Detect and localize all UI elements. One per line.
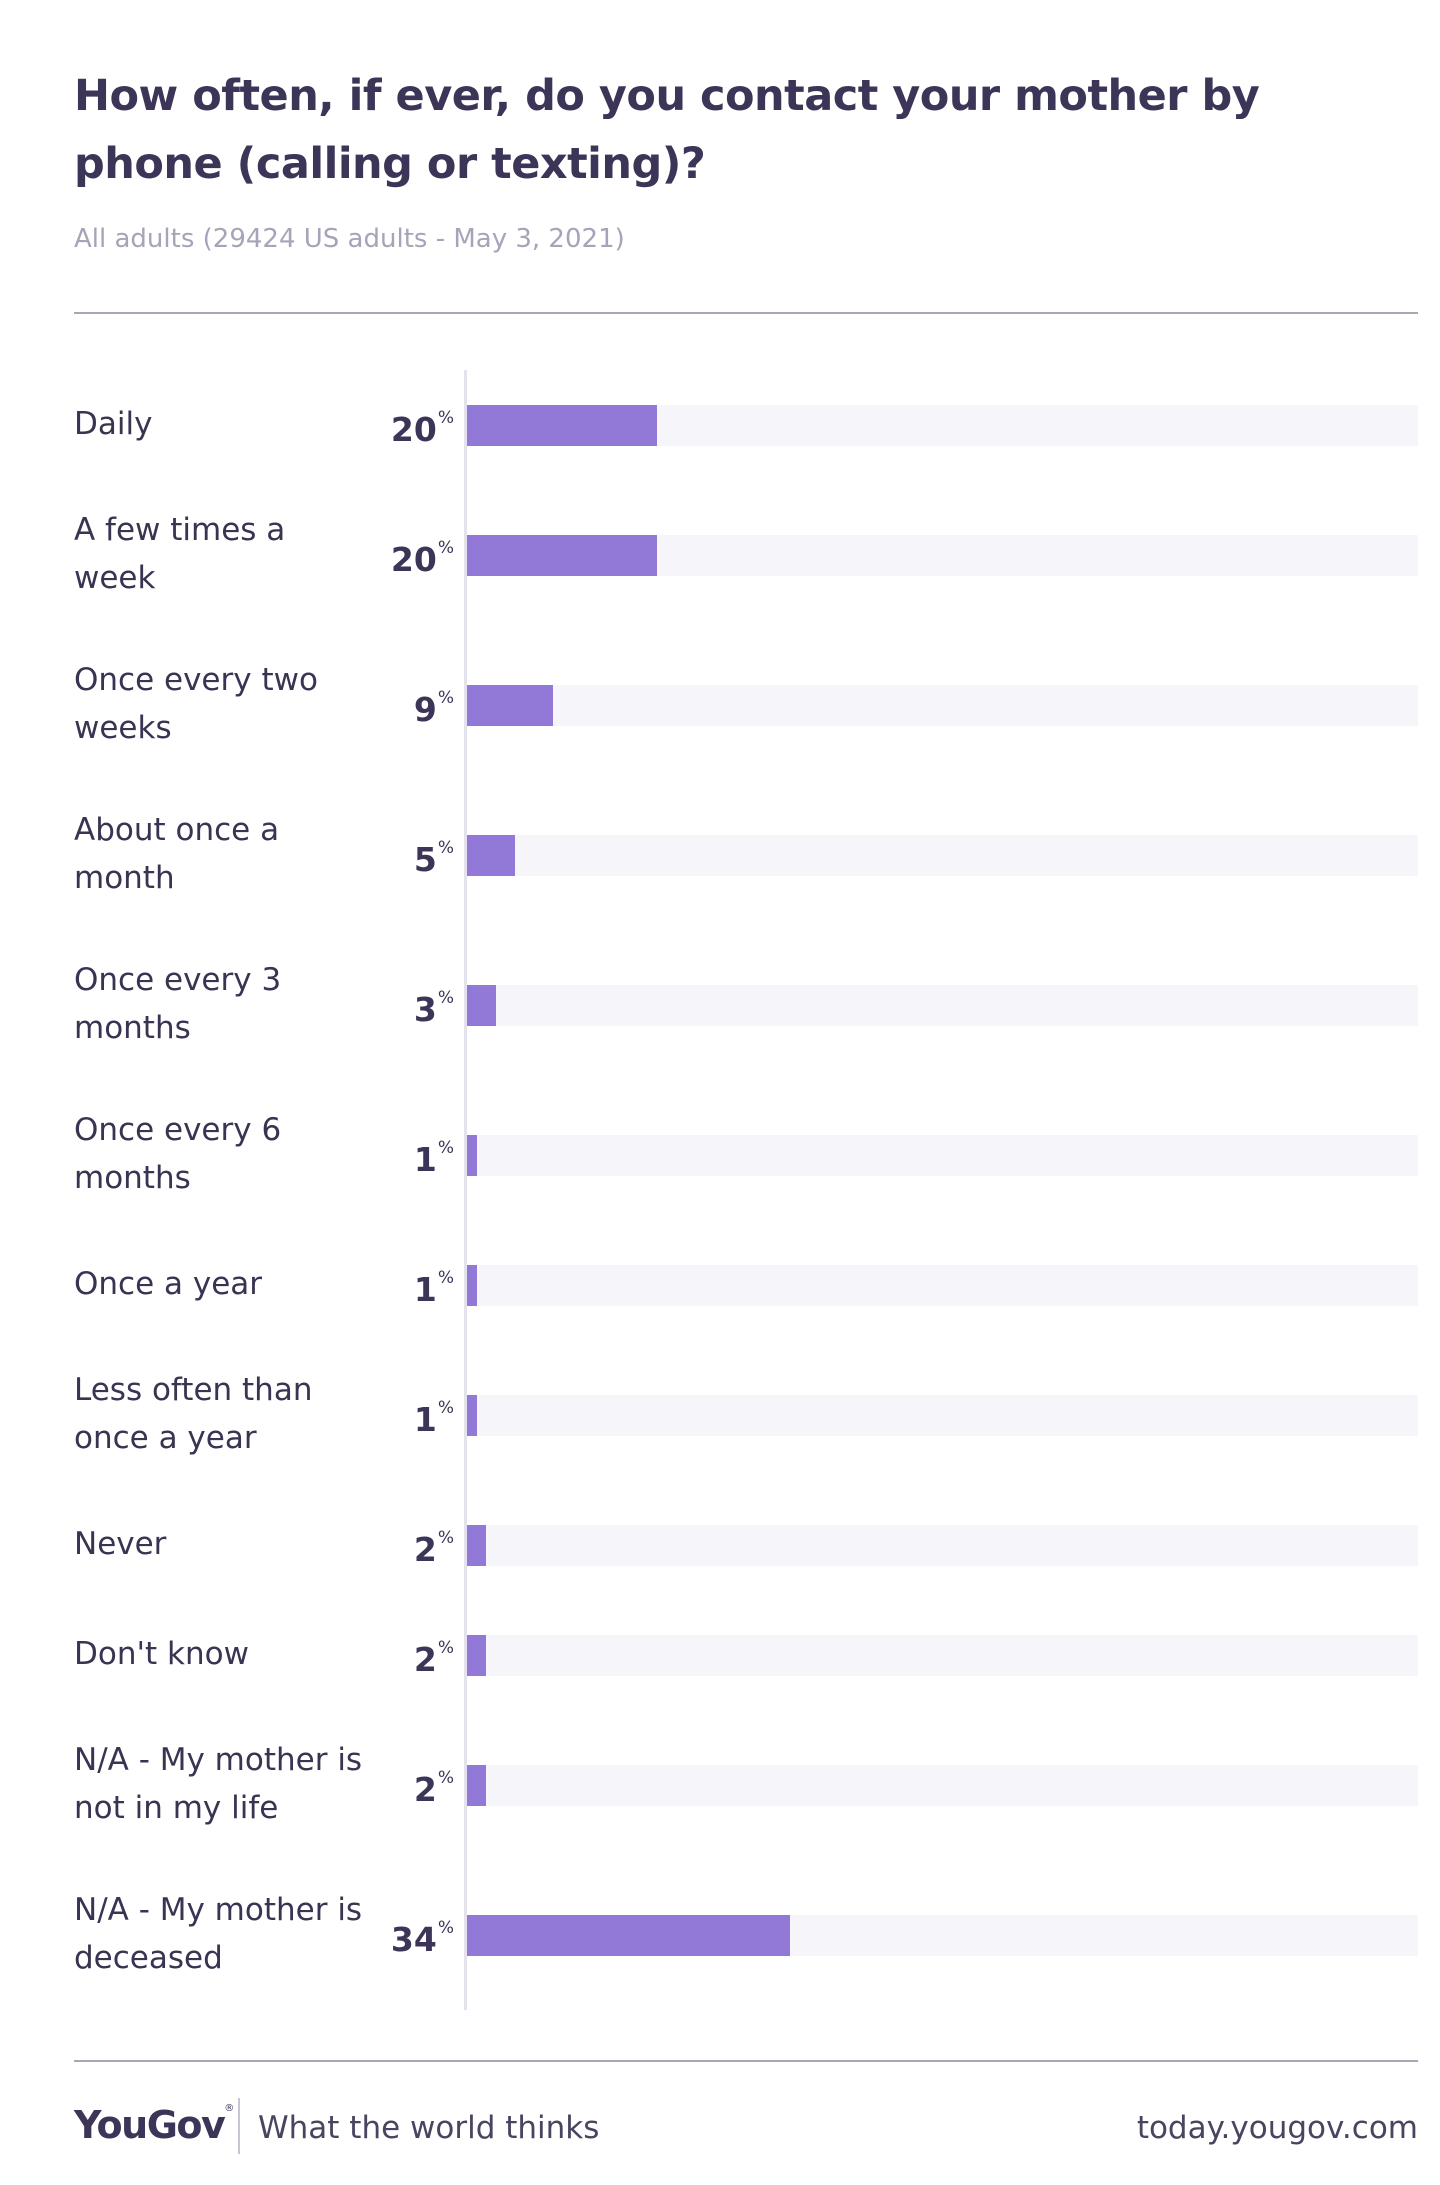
value-unit: % [437, 1398, 454, 1418]
category-label: N/A - My mother is not in my life [74, 1741, 363, 1826]
value-number: 20 [390, 410, 437, 449]
category-label: Once a year [74, 1265, 263, 1302]
value-label: 5% [413, 838, 454, 879]
bar [467, 405, 657, 446]
category-label: Once every 6 months [74, 1111, 282, 1196]
category-label: A few times a week [74, 511, 286, 596]
category-label: Once every two weeks [74, 661, 318, 746]
category-label: Less often than once a year [74, 1371, 313, 1456]
bar [467, 685, 553, 726]
bar-track [467, 1635, 1418, 1676]
bar-track [467, 535, 1418, 576]
category-label: Daily [74, 405, 153, 442]
brand-text: YouGov [74, 2103, 226, 2147]
value-label: 34% [390, 1918, 454, 1959]
bar [467, 1915, 790, 1956]
value-number: 3 [413, 990, 437, 1029]
footer-url-link[interactable]: today.yougov.com [1136, 2110, 1418, 2146]
bar-track [467, 1135, 1418, 1176]
footer-tagline: What the world thinks [258, 2110, 600, 2146]
footer-divider [238, 2098, 240, 2154]
value-label: 3% [413, 988, 454, 1029]
value-number: 1 [413, 1140, 437, 1179]
value-label: 9% [413, 688, 454, 729]
value-label: 2% [413, 1528, 454, 1569]
bar [467, 535, 657, 576]
value-number: 2 [413, 1640, 437, 1679]
value-label: 2% [413, 1768, 454, 1809]
chart-subtitle: All adults (29424 US adults - May 3, 202… [74, 224, 625, 254]
bar-track [467, 1915, 1418, 1956]
bottom-divider [74, 2060, 1418, 2062]
value-unit: % [437, 988, 454, 1008]
value-label: 20% [390, 408, 454, 449]
chart-title: How often, if ever, do you contact your … [74, 71, 1260, 189]
chart-axis-line [464, 370, 467, 2010]
bar [467, 1525, 486, 1566]
value-unit: % [437, 1528, 454, 1548]
value-label: 20% [390, 538, 454, 579]
bar [467, 1395, 477, 1436]
value-label: 1% [413, 1268, 454, 1309]
top-divider [74, 312, 1418, 314]
value-unit: % [437, 1268, 454, 1288]
bar [467, 1635, 486, 1676]
category-label: Once every 3 months [74, 961, 282, 1046]
value-unit: % [437, 1138, 454, 1158]
value-unit: % [437, 1638, 454, 1658]
category-label: Never [74, 1525, 167, 1562]
bar-track [467, 1265, 1418, 1306]
value-unit: % [437, 1918, 454, 1938]
bar-track [467, 985, 1418, 1026]
bar [467, 985, 496, 1026]
bar [467, 1765, 486, 1806]
bar [467, 1265, 477, 1306]
value-unit: % [437, 1768, 454, 1788]
value-unit: % [437, 688, 454, 708]
value-unit: % [437, 838, 454, 858]
value-number: 34 [390, 1920, 437, 1959]
value-number: 5 [413, 840, 437, 879]
bar-track [467, 1395, 1418, 1436]
value-number: 2 [413, 1530, 437, 1569]
category-label: N/A - My mother is deceased [74, 1891, 363, 1976]
value-number: 20 [390, 540, 437, 579]
value-unit: % [437, 538, 454, 558]
bar-track [467, 1525, 1418, 1566]
value-label: 1% [413, 1138, 454, 1179]
bar-track [467, 1765, 1418, 1806]
bar-track [467, 685, 1418, 726]
bar [467, 835, 515, 876]
value-label: 1% [413, 1398, 454, 1439]
value-number: 1 [413, 1270, 437, 1309]
category-label: About once a month [74, 811, 280, 896]
bar-track [467, 835, 1418, 876]
value-label: 2% [413, 1638, 454, 1679]
yougov-logo[interactable]: YouGov® [74, 2103, 234, 2147]
value-number: 2 [413, 1770, 437, 1809]
value-unit: % [437, 408, 454, 428]
category-label: Don't know [74, 1635, 249, 1672]
value-number: 1 [413, 1400, 437, 1439]
bar-track [467, 405, 1418, 446]
value-number: 9 [413, 690, 437, 729]
bar [467, 1135, 477, 1176]
